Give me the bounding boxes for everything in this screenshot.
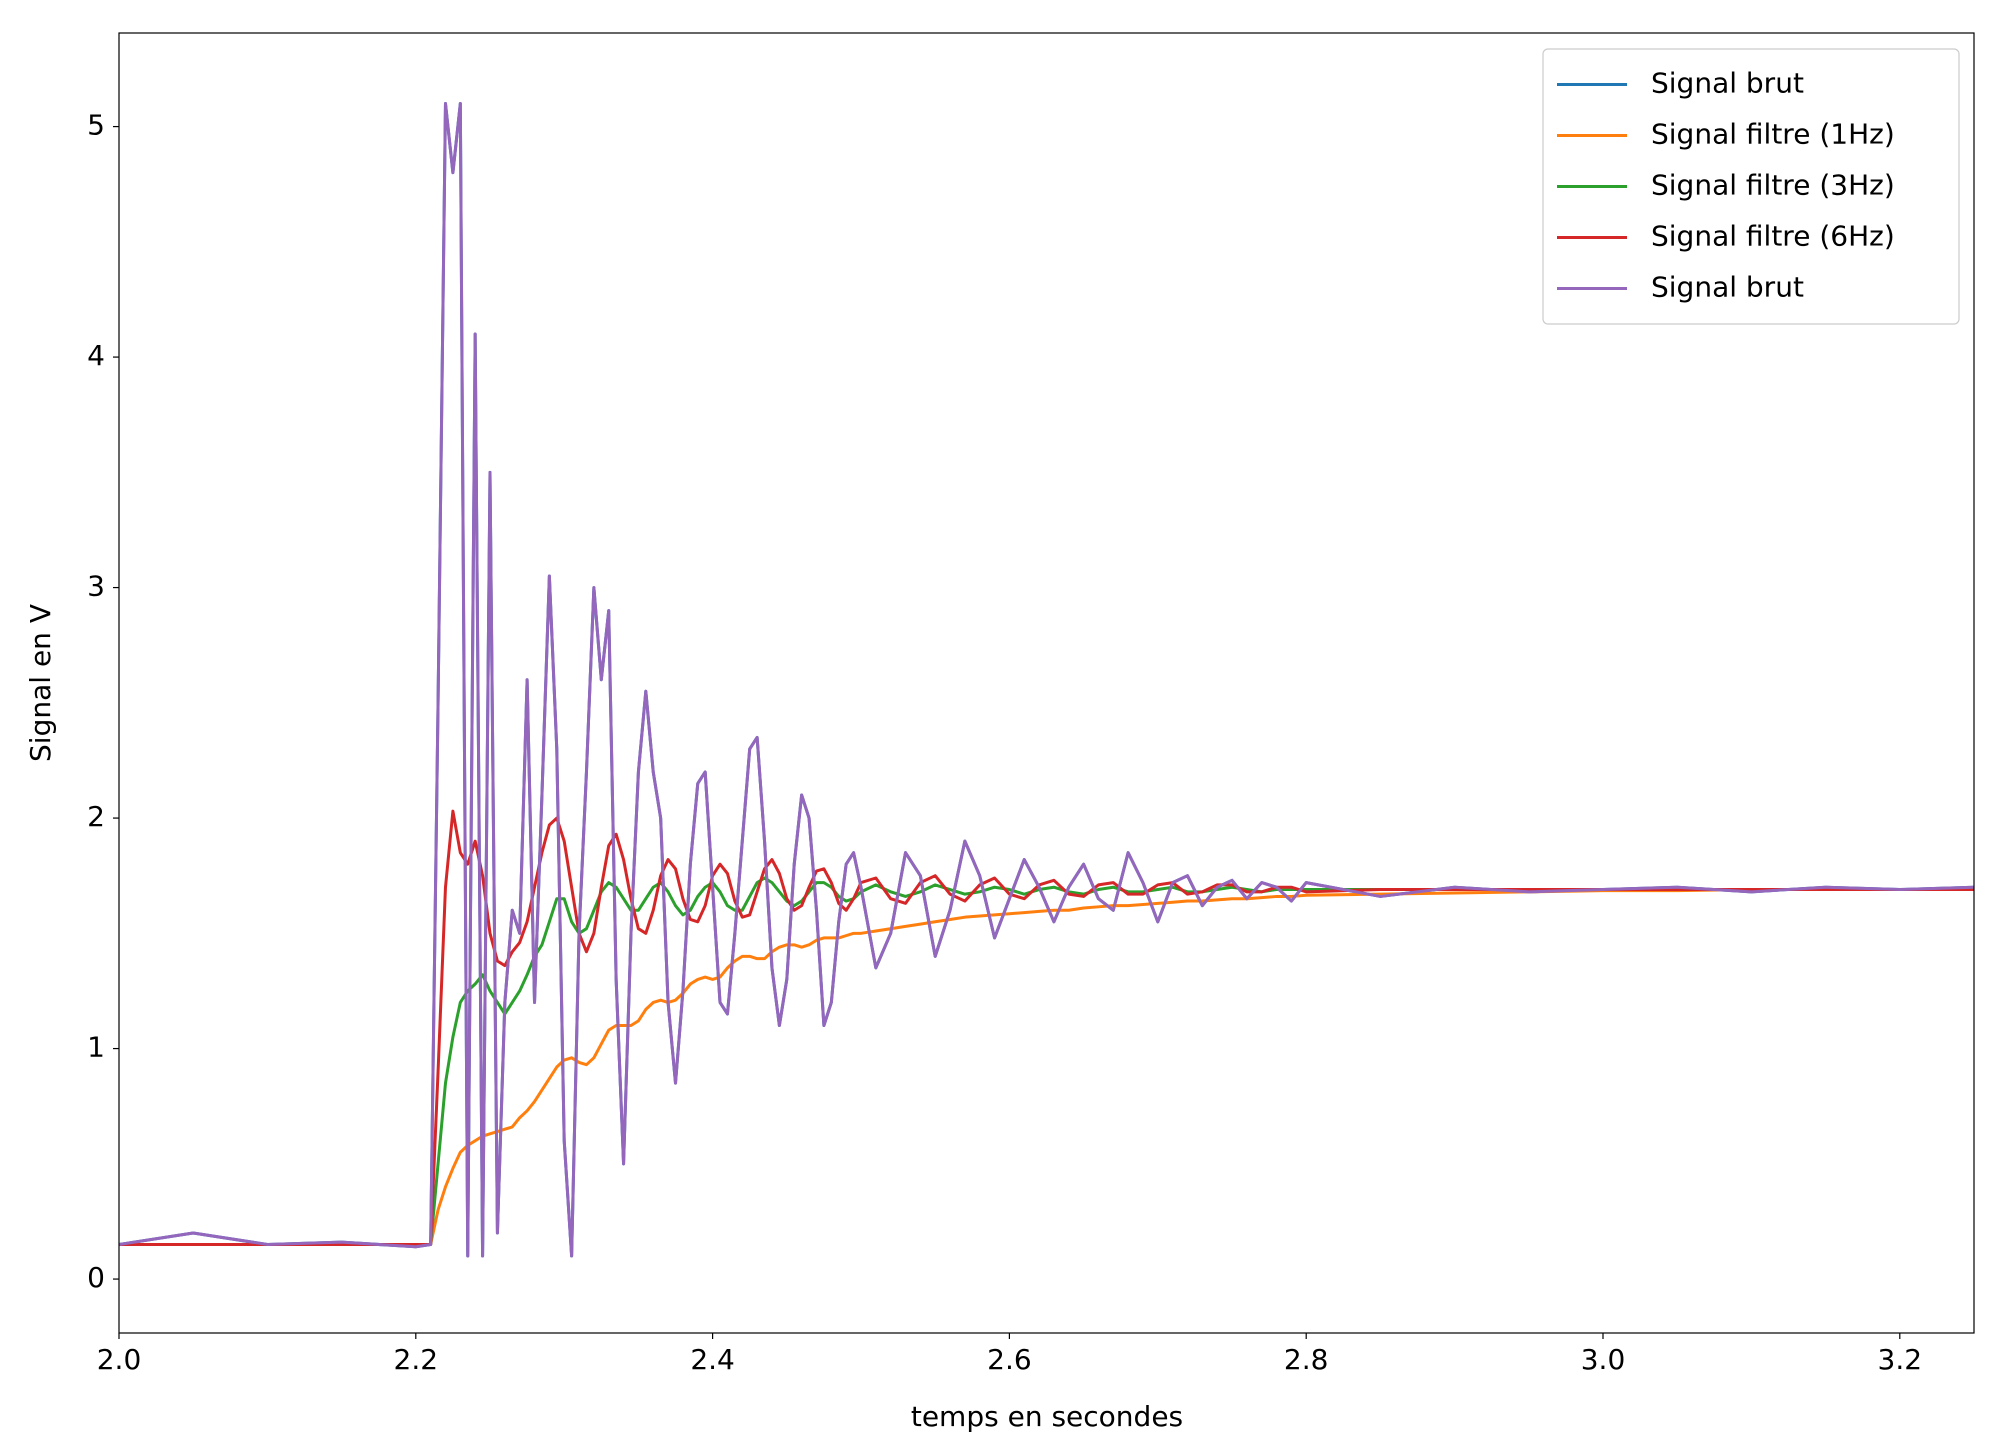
series-line [119, 102, 1974, 1258]
x-tick-label: 2.0 [97, 1343, 142, 1376]
y-tick-label: 0 [87, 1261, 105, 1294]
series-line [119, 876, 1974, 1246]
legend-box [1542, 48, 1960, 325]
x-axis-label: temps en secondes [911, 1400, 1183, 1433]
x-tick-label: 2.4 [690, 1343, 735, 1376]
x-tick-label: 3.0 [1581, 1343, 1626, 1376]
x-tick-label: 2.2 [394, 1343, 439, 1376]
y-tick-label: 1 [87, 1031, 105, 1064]
legend-label: Signal brut [1651, 67, 1804, 100]
legend-label: Signal filtre (6Hz) [1651, 220, 1895, 253]
plot-frame [118, 32, 1975, 1334]
y-tick-label: 4 [87, 339, 105, 372]
x-tick-label: 3.2 [1878, 1343, 1923, 1376]
y-tick-label: 5 [87, 109, 105, 142]
x-tick-label: 2.6 [987, 1343, 1032, 1376]
series-line [119, 888, 1974, 1246]
series-line [119, 809, 1974, 1246]
legend-label: Signal brut [1651, 271, 1804, 304]
y-axis-label: Signal en V [24, 604, 57, 762]
y-tick-label: 3 [87, 570, 105, 603]
x-tick-label: 2.8 [1284, 1343, 1329, 1376]
y-tick-label: 2 [87, 800, 105, 833]
legend-label: Signal filtre (1Hz) [1651, 118, 1895, 151]
legend-label: Signal filtre (3Hz) [1651, 169, 1895, 202]
